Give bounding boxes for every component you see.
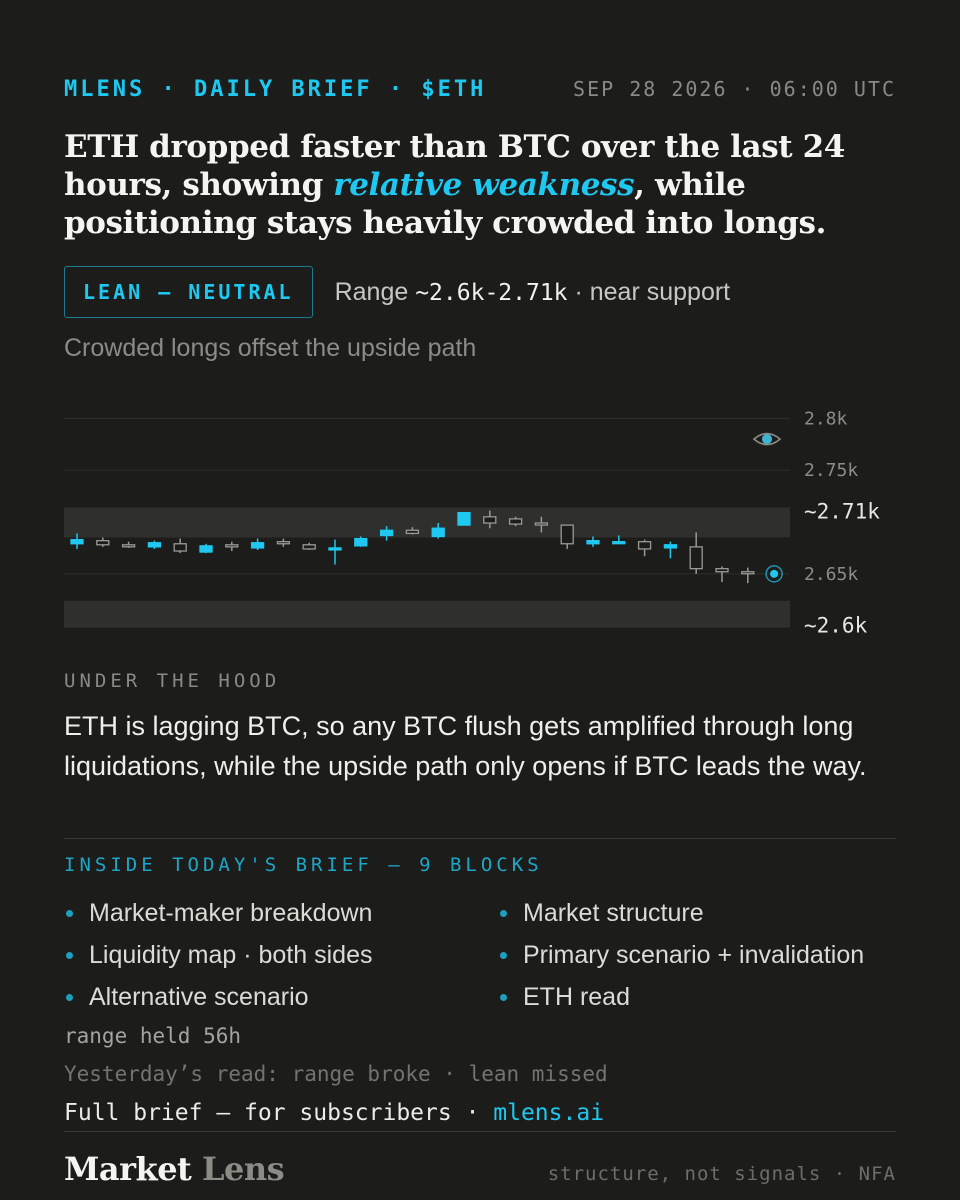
lean-badge: LEAN — NEUTRAL [64, 266, 313, 318]
range-zone [64, 600, 790, 628]
range-suffix: · near support [567, 277, 731, 306]
footer-divider [64, 1131, 896, 1132]
y-tick-label: 2.8k [804, 408, 848, 429]
headline: ETH dropped faster than BTC over the las… [64, 128, 904, 242]
footer-tagline: structure, not signals · NFA [547, 1163, 896, 1185]
timestamp: SEP 28 2026 · 06:00 UTC [573, 77, 896, 101]
bullet-icon [66, 909, 73, 917]
candle-body [328, 547, 342, 551]
bullet-icon [66, 951, 73, 959]
lean-subline: Crowded longs offset the upside path [64, 334, 477, 362]
lean-row: LEAN — NEUTRAL Range ~2.6k-2.71k · near … [64, 266, 730, 318]
hood-title: UNDER THE HOOD [64, 670, 281, 692]
range-prefix: Range [334, 277, 416, 306]
candle-body [250, 542, 265, 549]
bullet-icon [500, 951, 507, 959]
list-item-label: Alternative scenario [89, 982, 309, 1011]
last-price-dot [770, 569, 779, 578]
subscribe-cta: Full brief — for subscribers · mlens.ai [64, 1100, 604, 1126]
candle-body [457, 512, 471, 526]
candle-body [302, 544, 316, 550]
y-tick-label: 2.75k [804, 460, 858, 481]
candle-body [612, 541, 626, 545]
candle-body [534, 522, 549, 526]
candle-body [354, 537, 368, 547]
logo-market: Market [64, 1150, 192, 1188]
candle-body [405, 529, 420, 535]
candle-body [741, 571, 755, 575]
footer-logo: Market Lens [64, 1150, 285, 1188]
brand-title: MLENS · DAILY BRIEF · $ETH [64, 76, 487, 102]
y-tick-label: 2.65k [804, 564, 858, 585]
eye-icon-pupil [762, 434, 772, 445]
range-value: ~2.6k-2.71k [415, 279, 568, 306]
divider [64, 838, 896, 839]
site-link[interactable]: mlens.ai [493, 1100, 605, 1126]
candle-body [715, 567, 729, 573]
candle-body [586, 540, 600, 545]
candle-body [689, 546, 703, 570]
headline-emphasis: relative weakness [333, 167, 635, 203]
list-item-label: ETH read [523, 982, 630, 1011]
candle-body [173, 543, 187, 552]
last-price-ring [765, 565, 783, 583]
band-label: ~2.71k [804, 500, 880, 524]
list-item-label: Liquidity map · both sides [89, 940, 373, 969]
list-item: Market-maker breakdown [64, 892, 498, 934]
candle-body [199, 545, 213, 553]
price-chart: 2.8k 2.75k 2.65k ~2.71k ~2.6k [64, 408, 880, 638]
header-bar: MLENS · DAILY BRIEF · $ETH SEP 28 2026 ·… [64, 74, 896, 104]
cta-text: Full brief — for subscribers · [64, 1100, 494, 1126]
candle-body [147, 542, 162, 548]
list-item-label: Market structure [523, 898, 704, 927]
candle-body [431, 527, 445, 538]
candle-body [560, 524, 574, 545]
list-item: Alternative scenario [64, 976, 498, 1018]
candle-body [379, 529, 394, 537]
eye-icon [752, 432, 782, 446]
bullet-icon [66, 993, 73, 1001]
candle-body [121, 544, 136, 548]
bullet-icon [500, 993, 507, 1001]
inside-title: INSIDE TODAY'S BRIEF — 9 BLOCKS [64, 854, 543, 876]
headline-part1: ETH dropped faster than BTC over the las… [64, 129, 845, 203]
yesterday-read: Yesterday’s read: range broke · lean mis… [64, 1062, 608, 1086]
list-item-label: Market-maker breakdown [89, 898, 373, 927]
hood-text: ETH is lagging BTC, so any BTC flush get… [64, 711, 867, 781]
list-item: ETH read [498, 976, 898, 1018]
candle-body [276, 541, 291, 545]
candle-body [663, 544, 678, 549]
brief-blocks-list: Market-maker breakdown Market structure … [64, 892, 904, 1018]
candle-body [483, 516, 497, 524]
candle-body [637, 541, 652, 550]
range-text: Range ~2.6k-2.71k · near support [335, 278, 731, 307]
candle-body [508, 518, 523, 525]
list-item: Primary scenario + invalidation [498, 934, 898, 976]
list-item-label: Primary scenario + invalidation [523, 940, 865, 969]
candle-body [96, 540, 110, 546]
bullet-icon [500, 909, 507, 917]
range-held: range held 56h [64, 1024, 242, 1048]
candle-body [225, 544, 239, 548]
list-item: Liquidity map · both sides [64, 934, 498, 976]
list-item: Market structure [498, 892, 898, 934]
candle-body [70, 538, 84, 545]
logo-lens: Lens [191, 1150, 285, 1188]
range-zone [64, 507, 790, 538]
headline-part2: , while positioning stays heavily crowde… [64, 167, 826, 241]
band-label: ~2.6k [804, 614, 868, 638]
